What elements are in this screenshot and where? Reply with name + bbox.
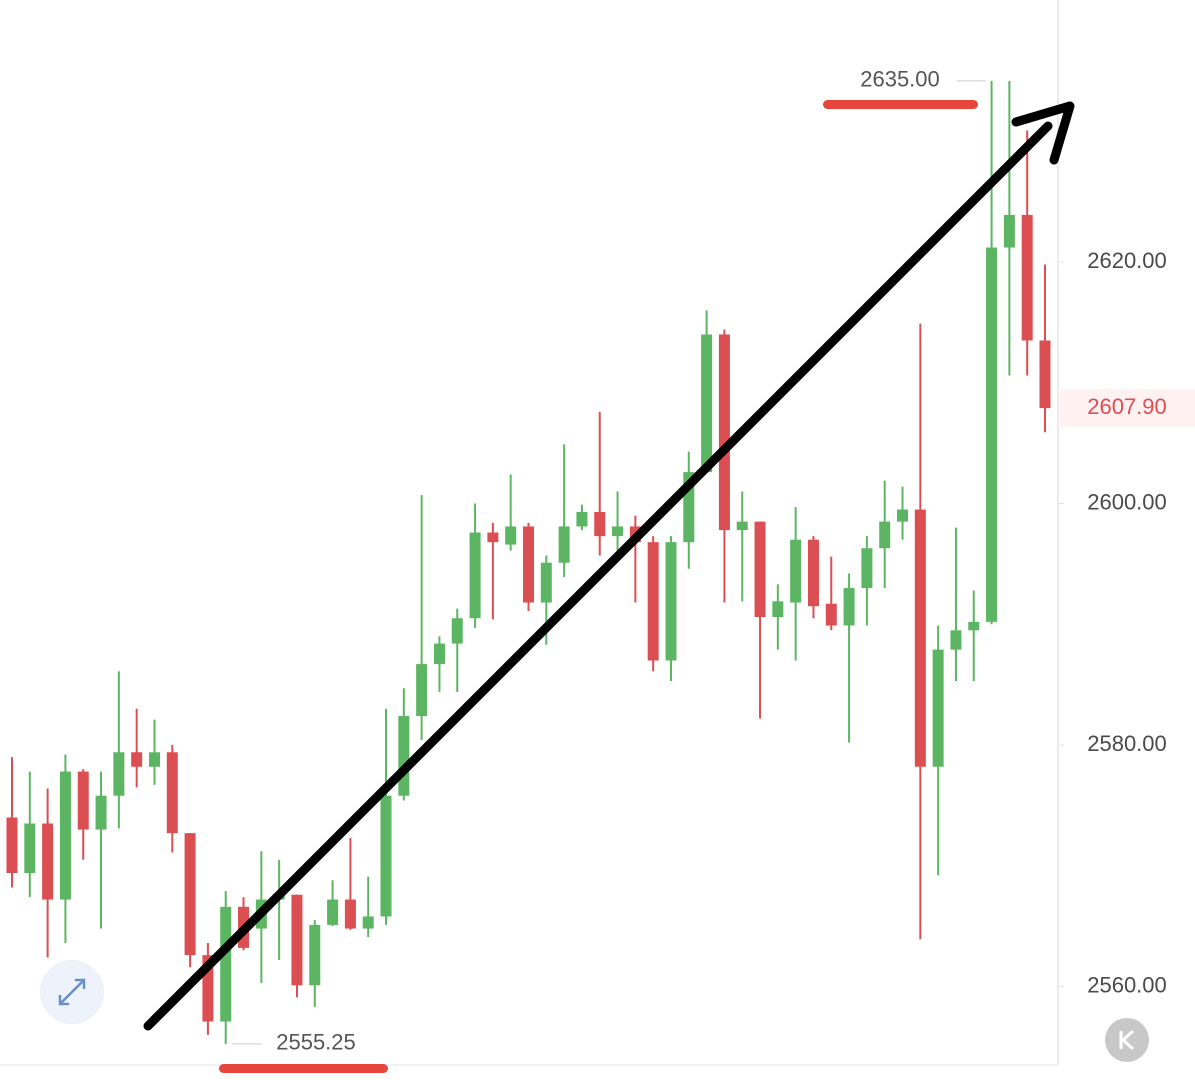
- low-underline: [219, 1064, 388, 1073]
- k-button-bg[interactable]: [1105, 1018, 1149, 1062]
- candle-body: [665, 542, 677, 661]
- candle-body: [736, 521, 748, 531]
- candle-body: [469, 532, 481, 619]
- candle-body: [487, 532, 499, 543]
- overlay: [40, 101, 1149, 1062]
- candle-body: [184, 833, 196, 956]
- high-underline: [823, 100, 978, 109]
- y-tick-label: 2560.00: [1087, 972, 1167, 997]
- candle-body: [647, 542, 659, 661]
- y-tick-label: 2620.00: [1087, 248, 1167, 273]
- candle-body: [1003, 214, 1015, 248]
- candle-body: [433, 643, 445, 665]
- candle-body: [416, 664, 428, 717]
- candle-body: [6, 817, 18, 874]
- candle-body: [309, 924, 321, 986]
- last-price-label: 2607.90: [1087, 394, 1167, 419]
- candle-body: [523, 526, 534, 603]
- candle-body: [327, 899, 339, 925]
- candle-body: [950, 630, 962, 650]
- candle-body: [897, 509, 909, 522]
- k-icon[interactable]: [1119, 1029, 1135, 1051]
- candle-body: [95, 795, 107, 830]
- candle-body: [291, 894, 303, 986]
- candle-body: [594, 511, 606, 537]
- candle-body: [772, 601, 784, 618]
- candle-body: [24, 823, 36, 874]
- y-tick-label: 2580.00: [1087, 731, 1167, 756]
- candle-body: [683, 472, 695, 543]
- candle-body: [113, 752, 125, 796]
- candle-body: [1021, 214, 1033, 341]
- candle-body: [344, 899, 356, 929]
- candle-body: [42, 823, 54, 900]
- candle-body: [861, 548, 873, 589]
- candle-body: [914, 509, 926, 767]
- candle-body: [718, 334, 730, 531]
- candle-body: [166, 752, 178, 834]
- candle-body: [398, 716, 410, 796]
- last-price-bg: [1060, 389, 1195, 428]
- candle-body: [1039, 340, 1051, 409]
- candle-body: [77, 771, 89, 830]
- candle-body: [986, 247, 998, 622]
- candle-body: [148, 752, 160, 767]
- candle-body: [131, 752, 143, 767]
- candle-body: [701, 334, 713, 473]
- candle-body: [576, 511, 588, 527]
- candle-body: [362, 916, 374, 929]
- expand-icon[interactable]: [58, 978, 86, 1006]
- candle-body: [825, 603, 837, 626]
- candle-body: [754, 521, 766, 618]
- k-button[interactable]: [1105, 1018, 1149, 1062]
- high-label: 2635.00: [860, 67, 940, 92]
- candle-body: [807, 539, 819, 607]
- candle-body: [932, 649, 944, 767]
- candle-body: [220, 906, 232, 1022]
- low-label: 2555.25: [276, 1030, 356, 1055]
- candle-body: [540, 562, 552, 603]
- plot-area: [6, 80, 1051, 1044]
- candle-body: [790, 539, 802, 603]
- candle-body: [968, 621, 980, 631]
- candle-body: [202, 955, 214, 1022]
- y-tick-label: 2600.00: [1087, 489, 1167, 514]
- trend-arrow: [143, 121, 1053, 1031]
- expand-button[interactable]: [40, 960, 104, 1024]
- candle-body: [380, 795, 392, 917]
- candle-body: [558, 526, 570, 563]
- candle-body: [843, 588, 855, 626]
- candle-body: [612, 526, 624, 537]
- trend-arrow-head: [1011, 101, 1075, 165]
- candle-body: [879, 521, 891, 549]
- candle-body: [451, 618, 463, 644]
- candle-body: [505, 526, 517, 545]
- candle-body: [59, 771, 71, 900]
